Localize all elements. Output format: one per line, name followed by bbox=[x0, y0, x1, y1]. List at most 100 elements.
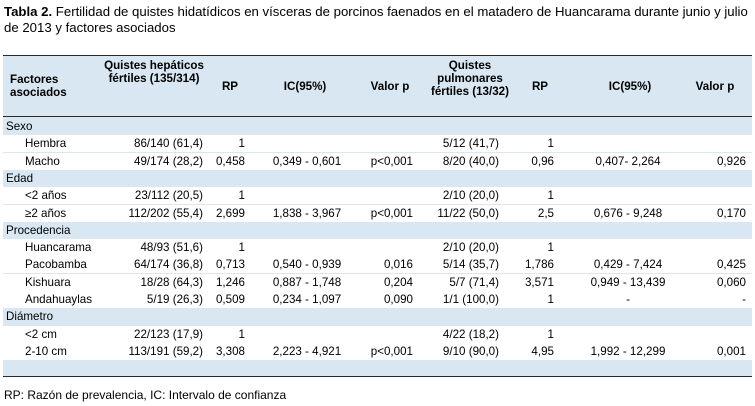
row-label: 2-10 cm bbox=[25, 344, 67, 358]
cell-ic-1: 1,838 - 3,967 bbox=[272, 206, 342, 220]
cell-valor-p-1: 0,204 bbox=[383, 275, 413, 289]
group-label: Edad bbox=[6, 171, 34, 185]
cell-rp-1: 1 bbox=[238, 327, 245, 341]
cell-pulmonares: 1/1 (100,0) bbox=[442, 293, 499, 306]
cell-rp-1: 3,308 bbox=[215, 344, 245, 358]
cell-ic-2: 0,429 - 7,424 bbox=[593, 258, 663, 272]
table-caption: Tabla 2. Fertilidad de quistes hidatídic… bbox=[4, 4, 752, 36]
cell-rp-2: 1 bbox=[547, 137, 554, 151]
table-bottom-rule bbox=[3, 376, 752, 377]
header-rule bbox=[3, 116, 752, 117]
group-label: Procedencia bbox=[6, 223, 71, 237]
table-row: Kishuara 18/28 (64,3) 1,246 0,887 - 1,748 0,… bbox=[3, 273, 752, 291]
cell-rp-1: 1,246 bbox=[215, 275, 245, 289]
table-footnote: RP: Razón de prevalencia, IC: Intervalo … bbox=[4, 388, 287, 402]
header-quistes-pulmonares: Quistes pulmonares fértiles (13/32) bbox=[431, 59, 509, 98]
cell-ic-1: 0,540 - 0,939 bbox=[272, 258, 342, 272]
cell-ic-2: 0,676 - 9,248 bbox=[593, 206, 663, 220]
row-label: Andahuaylas bbox=[25, 293, 93, 306]
cell-valor-p-2: 0,170 bbox=[716, 206, 746, 220]
cell-rp-2: 1,786 bbox=[524, 258, 554, 272]
cell-pulmonares: 2/10 (20,0) bbox=[442, 189, 499, 203]
cell-hepaticos: 113/191 (59,2) bbox=[128, 344, 203, 358]
cell-rp-1: 1 bbox=[238, 189, 245, 203]
cell-ic-1: 0,234 - 1,097 bbox=[272, 293, 342, 306]
group-row: Sexo bbox=[3, 118, 752, 135]
cell-rp-2: 2,5 bbox=[537, 206, 554, 220]
table-row: Hembra 86/140 (61,4) 1 5/12 (41,7) 1 bbox=[3, 135, 752, 153]
cell-valor-p-1: p<0,001 bbox=[370, 206, 413, 220]
group-row: Edad bbox=[3, 170, 752, 187]
group-row: Procedencia bbox=[3, 222, 752, 239]
row-label: Pacobamba bbox=[25, 258, 87, 272]
cell-valor-p-1: 0,090 bbox=[383, 293, 413, 306]
cell-hepaticos: 5/19 (26,3) bbox=[146, 293, 203, 306]
cell-rp-2: 4,95 bbox=[531, 344, 554, 358]
cell-hepaticos: 23/112 (20,5) bbox=[134, 189, 203, 203]
cell-ic-1: 0,887 - 1,748 bbox=[272, 275, 342, 289]
cell-hepaticos: 22/123 (17,9) bbox=[134, 327, 203, 341]
group-row: Diámetro bbox=[3, 308, 752, 325]
cell-rp-2: 1 bbox=[547, 293, 554, 306]
table-row: <2 cm 22/123 (17,9) 1 4/22 (18,2) 1 bbox=[3, 325, 752, 343]
cell-valor-p-1: p<0,001 bbox=[370, 154, 413, 168]
table-row: Pacobamba 64/174 (36,8) 0,713 0,540 - 0,939… bbox=[3, 256, 752, 274]
cell-hepaticos: 86/140 (61,4) bbox=[134, 137, 203, 151]
cell-valor-p-2: 0,926 bbox=[716, 154, 746, 168]
cell-pulmonares: 11/22 (50,0) bbox=[437, 206, 499, 220]
cell-valor-p-2: 0,060 bbox=[716, 275, 746, 289]
cell-valor-p-1: p<0,001 bbox=[370, 344, 413, 358]
table-number: Tabla 2. bbox=[4, 4, 53, 19]
header-factores: Factores asociados bbox=[10, 73, 67, 99]
cell-hepaticos: 49/174 (28,2) bbox=[134, 154, 203, 168]
cell-rp-1: 0,509 bbox=[215, 293, 245, 306]
table-row: Andahuaylas 5/19 (26,3) 0,509 0,234 - 1,097… bbox=[3, 291, 752, 308]
cell-ic-1: 0,349 - 0,601 bbox=[272, 154, 342, 168]
group-label: Diámetro bbox=[6, 310, 54, 324]
cell-rp-2: 1 bbox=[547, 327, 554, 341]
cell-valor-p-1: 0,016 bbox=[383, 258, 413, 272]
cell-ic-2: 0,949 - 13,439 bbox=[590, 275, 666, 289]
table-top-rule bbox=[3, 55, 752, 56]
group-label: Sexo bbox=[6, 120, 33, 133]
header-ic-1: IC(95%) bbox=[283, 80, 327, 93]
cell-rp-2: 1 bbox=[547, 189, 554, 203]
header-valor-p-2: Valor p bbox=[695, 80, 735, 93]
cell-pulmonares: 5/7 (71,4) bbox=[449, 275, 499, 289]
cell-valor-p-2: - bbox=[742, 293, 746, 306]
cell-rp-1: 0,458 bbox=[215, 154, 245, 168]
cell-valor-p-2: 0,001 bbox=[716, 344, 746, 358]
cell-ic-2: 1,992 - 12,299 bbox=[590, 344, 666, 358]
header-ic-2: IC(95%) bbox=[608, 80, 652, 93]
table-caption-text: Fertilidad de quistes hidatídicos en vís… bbox=[4, 4, 748, 35]
cell-ic-1: 2,223 - 4,921 bbox=[272, 344, 342, 358]
header-valor-p-1: Valor p bbox=[370, 80, 410, 93]
header-rp-2: RP bbox=[531, 80, 549, 93]
cell-valor-p-2: 0,425 bbox=[716, 258, 746, 272]
cell-hepaticos: 48/93 (51,6) bbox=[140, 241, 203, 255]
table-row: ≥2 años 112/202 (55,4) 2,699 1,838 - 3,967 p… bbox=[3, 204, 752, 222]
cell-rp-1: 0,713 bbox=[215, 258, 245, 272]
cell-hepaticos: 112/202 (55,4) bbox=[128, 206, 203, 220]
cell-rp-2: 3,571 bbox=[524, 275, 554, 289]
table-row: Macho 49/174 (28,2) 0,458 0,349 - 0,601 p<0,… bbox=[3, 152, 752, 170]
cell-ic-2: - bbox=[626, 293, 630, 306]
table-row: 2-10 cm 113/191 (59,2) 3,308 2,223 - 4,921 p… bbox=[3, 342, 752, 360]
cell-rp-1: 1 bbox=[238, 241, 245, 255]
cell-ic-2: 0,407- 2,264 bbox=[595, 154, 661, 168]
row-label: <2 cm bbox=[25, 327, 57, 341]
cell-pulmonares: 4/22 (18,2) bbox=[442, 327, 499, 341]
cell-pulmonares: 5/14 (35,7) bbox=[442, 258, 499, 272]
row-label: <2 años bbox=[25, 189, 67, 203]
table-row: <2 años 23/112 (20,5) 1 2/10 (20,0) 1 bbox=[3, 187, 752, 205]
header-quistes-hepaticos: Quistes hepáticos fértiles (135/314) bbox=[104, 59, 204, 85]
row-label: ≥2 años bbox=[25, 206, 67, 220]
row-label: Macho bbox=[25, 154, 60, 168]
cell-hepaticos: 18/28 (64,3) bbox=[140, 275, 203, 289]
cell-pulmonares: 2/10 (20,0) bbox=[442, 241, 499, 255]
cell-pulmonares: 5/12 (41,7) bbox=[442, 137, 499, 151]
row-label: Kishuara bbox=[25, 275, 71, 289]
header-rp-1: RP bbox=[221, 80, 239, 93]
row-label: Hembra bbox=[25, 137, 67, 151]
cell-pulmonares: 9/10 (90,0) bbox=[442, 344, 499, 358]
